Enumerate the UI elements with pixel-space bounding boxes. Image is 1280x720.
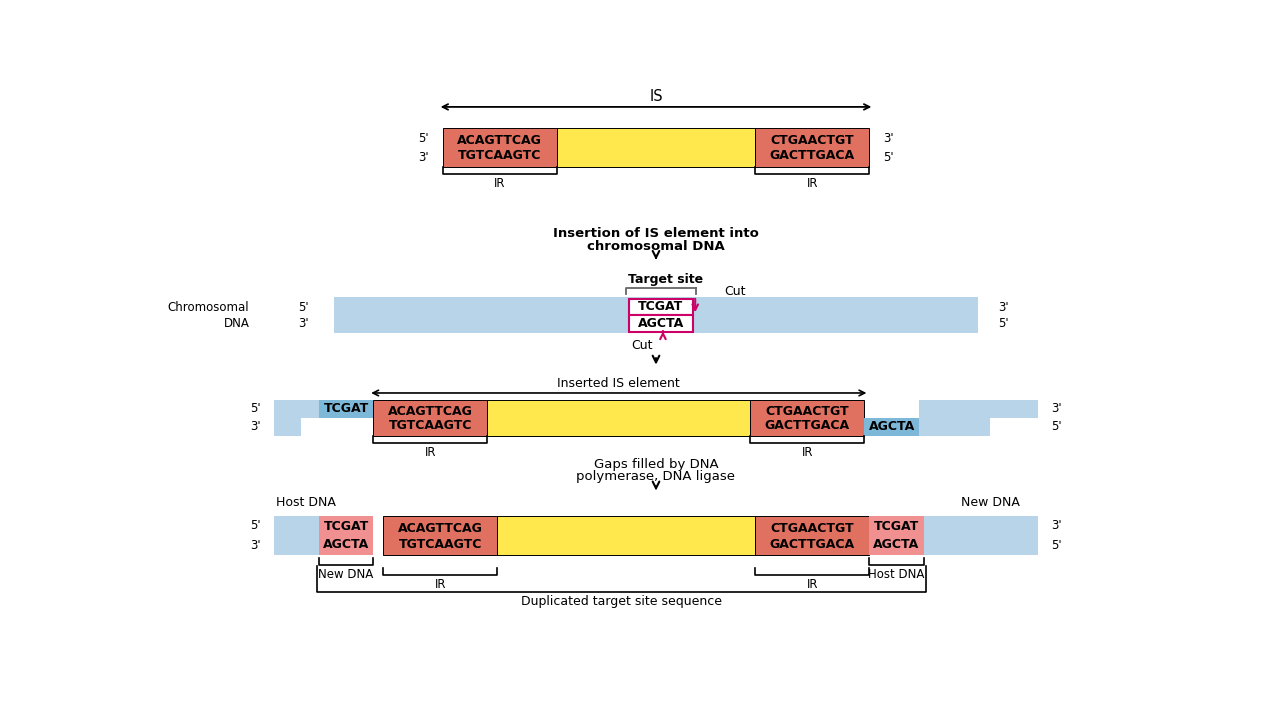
Text: TGTCAAGTC: TGTCAAGTC: [458, 150, 541, 163]
Text: chromosomal DNA: chromosomal DNA: [588, 240, 724, 253]
Text: 3': 3': [419, 151, 429, 164]
Text: 3': 3': [1051, 402, 1061, 415]
Text: 5': 5': [251, 402, 261, 415]
FancyBboxPatch shape: [869, 536, 924, 555]
Text: 3': 3': [298, 317, 308, 330]
Text: TGTCAAGTC: TGTCAAGTC: [398, 538, 483, 551]
Text: 3': 3': [251, 420, 261, 433]
Text: 3': 3': [251, 539, 261, 552]
FancyBboxPatch shape: [919, 400, 1038, 418]
FancyBboxPatch shape: [383, 516, 498, 555]
Text: GACTTGACA: GACTTGACA: [764, 419, 850, 432]
Text: Insertion of IS element into: Insertion of IS element into: [553, 227, 759, 240]
Text: IR: IR: [425, 446, 436, 459]
FancyBboxPatch shape: [319, 536, 374, 555]
Text: ACAGTTCAG: ACAGTTCAG: [398, 522, 483, 535]
FancyBboxPatch shape: [274, 418, 301, 436]
Text: TCGAT: TCGAT: [639, 300, 684, 313]
FancyBboxPatch shape: [919, 418, 991, 436]
Text: Gaps filled by DNA: Gaps filled by DNA: [594, 458, 718, 471]
Text: CTGAACTGT: CTGAACTGT: [765, 405, 849, 418]
Text: 3': 3': [998, 301, 1009, 314]
Text: 5': 5': [298, 301, 308, 314]
Text: polymerase, DNA ligase: polymerase, DNA ligase: [576, 470, 736, 483]
Text: 3': 3': [883, 132, 893, 145]
Text: New DNA: New DNA: [319, 568, 374, 581]
Text: IR: IR: [494, 177, 506, 190]
Text: Target site: Target site: [628, 273, 704, 286]
FancyBboxPatch shape: [924, 516, 1038, 555]
Text: 5': 5': [1051, 539, 1061, 552]
Text: 5': 5': [998, 317, 1009, 330]
FancyBboxPatch shape: [755, 516, 869, 555]
Text: IR: IR: [806, 577, 818, 590]
Text: AGCTA: AGCTA: [873, 539, 920, 552]
Text: Chromosomal: Chromosomal: [168, 301, 250, 314]
Text: IR: IR: [801, 446, 813, 459]
FancyBboxPatch shape: [334, 297, 978, 333]
FancyBboxPatch shape: [628, 299, 694, 315]
Text: TCGAT: TCGAT: [324, 402, 369, 415]
Text: 3': 3': [1051, 519, 1061, 532]
Text: TCGAT: TCGAT: [324, 520, 369, 533]
Text: Host DNA: Host DNA: [276, 495, 337, 509]
FancyBboxPatch shape: [628, 315, 694, 332]
Text: GACTTGACA: GACTTGACA: [769, 538, 855, 551]
Text: 5': 5': [251, 519, 261, 532]
Text: 5': 5': [1051, 420, 1061, 433]
Text: AGCTA: AGCTA: [637, 317, 684, 330]
FancyBboxPatch shape: [557, 128, 755, 167]
FancyBboxPatch shape: [750, 400, 864, 436]
FancyBboxPatch shape: [319, 400, 374, 418]
Text: Duplicated target site sequence: Duplicated target site sequence: [521, 595, 722, 608]
Text: Inserted IS element: Inserted IS element: [557, 377, 680, 390]
FancyBboxPatch shape: [319, 516, 374, 536]
Text: Host DNA: Host DNA: [868, 568, 924, 581]
Text: CTGAACTGT: CTGAACTGT: [771, 522, 854, 535]
FancyBboxPatch shape: [443, 128, 557, 167]
Text: IS: IS: [649, 89, 663, 104]
FancyBboxPatch shape: [498, 516, 755, 555]
Text: AGCTA: AGCTA: [868, 420, 915, 433]
FancyBboxPatch shape: [755, 128, 869, 167]
Text: 5': 5': [883, 151, 893, 164]
Text: AGCTA: AGCTA: [323, 539, 369, 552]
FancyBboxPatch shape: [374, 400, 488, 436]
Text: TCGAT: TCGAT: [874, 520, 919, 533]
Text: IR: IR: [806, 177, 818, 190]
Text: ACAGTTCAG: ACAGTTCAG: [388, 405, 472, 418]
Text: 5': 5': [419, 132, 429, 145]
Text: GACTTGACA: GACTTGACA: [769, 150, 855, 163]
Text: Cut: Cut: [631, 339, 653, 352]
Text: New DNA: New DNA: [961, 495, 1020, 509]
FancyBboxPatch shape: [274, 400, 319, 418]
FancyBboxPatch shape: [869, 516, 924, 536]
Text: IR: IR: [434, 577, 445, 590]
Text: DNA: DNA: [224, 317, 250, 330]
FancyBboxPatch shape: [274, 516, 374, 555]
Text: TGTCAAGTC: TGTCAAGTC: [389, 419, 472, 432]
Text: ACAGTTCAG: ACAGTTCAG: [457, 134, 543, 147]
Text: CTGAACTGT: CTGAACTGT: [771, 134, 854, 147]
Text: Cut: Cut: [724, 285, 746, 298]
FancyBboxPatch shape: [864, 418, 919, 436]
FancyBboxPatch shape: [488, 400, 750, 436]
